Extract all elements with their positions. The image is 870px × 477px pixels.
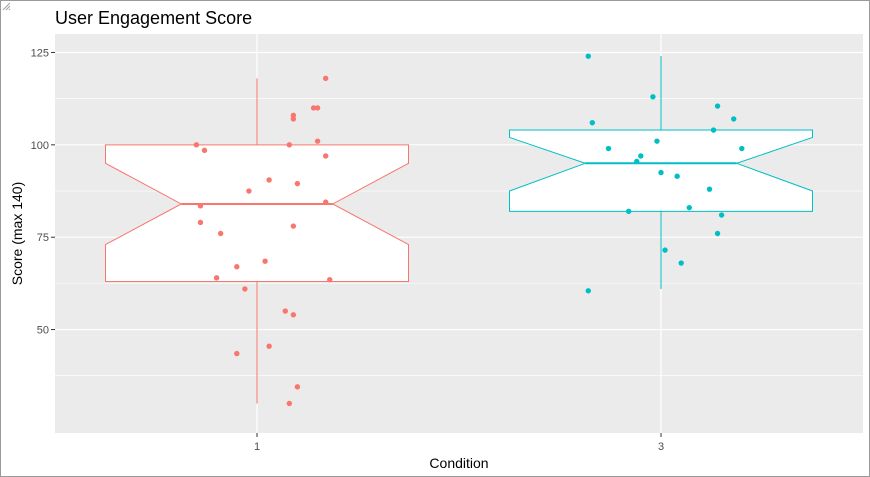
data-point — [266, 177, 272, 183]
data-point — [201, 147, 208, 154]
data-point — [714, 230, 721, 237]
data-point — [718, 212, 725, 218]
data-point — [262, 258, 268, 264]
resize-grip-icon[interactable] — [1, 1, 11, 11]
data-point — [650, 94, 656, 100]
data-point — [294, 180, 301, 187]
data-point — [197, 219, 204, 226]
data-point — [638, 153, 644, 159]
y-axis-title: Score (max 140) — [9, 182, 25, 285]
data-point — [710, 127, 717, 133]
data-point — [322, 75, 329, 82]
data-point — [654, 138, 660, 144]
data-point — [266, 343, 272, 349]
data-point — [286, 400, 293, 407]
chart-title: User Engagement Score — [55, 8, 252, 28]
y-tick-label: 75 — [37, 232, 49, 244]
data-point — [674, 173, 680, 179]
data-point — [294, 384, 301, 390]
data-point — [605, 145, 612, 152]
data-point — [662, 247, 668, 253]
y-tick-label: 125 — [31, 47, 49, 59]
box-1 — [105, 144, 409, 283]
y-tick-label: 100 — [31, 140, 49, 152]
data-point — [282, 308, 288, 314]
x-axis-title: Condition — [429, 455, 488, 471]
data-point — [213, 275, 220, 281]
data-point — [290, 116, 297, 122]
x-tick-label: 1 — [254, 441, 260, 453]
data-point — [314, 105, 321, 111]
data-point — [322, 153, 329, 159]
data-point — [310, 105, 317, 111]
data-point — [658, 169, 664, 176]
data-point — [242, 286, 248, 292]
data-point — [706, 186, 713, 192]
data-point — [686, 204, 692, 211]
data-point — [314, 138, 321, 144]
data-point — [731, 116, 737, 122]
data-point — [290, 223, 297, 229]
data-point — [625, 208, 632, 215]
data-point — [234, 264, 240, 270]
y-tick-label: 50 — [37, 325, 49, 337]
data-point — [589, 119, 596, 126]
data-point — [678, 260, 684, 266]
data-point — [290, 312, 297, 318]
data-point — [246, 188, 252, 194]
data-point — [634, 158, 640, 165]
x-tick-label: 3 — [658, 441, 664, 453]
data-point — [585, 288, 591, 294]
data-point — [217, 230, 224, 237]
data-point — [234, 350, 240, 357]
data-point — [739, 145, 745, 152]
data-point — [290, 112, 297, 118]
data-point — [714, 103, 721, 109]
data-point — [286, 142, 293, 148]
data-point — [322, 199, 329, 205]
data-point — [193, 142, 200, 148]
data-point — [585, 53, 591, 59]
data-point — [327, 276, 333, 283]
data-point — [197, 203, 204, 209]
